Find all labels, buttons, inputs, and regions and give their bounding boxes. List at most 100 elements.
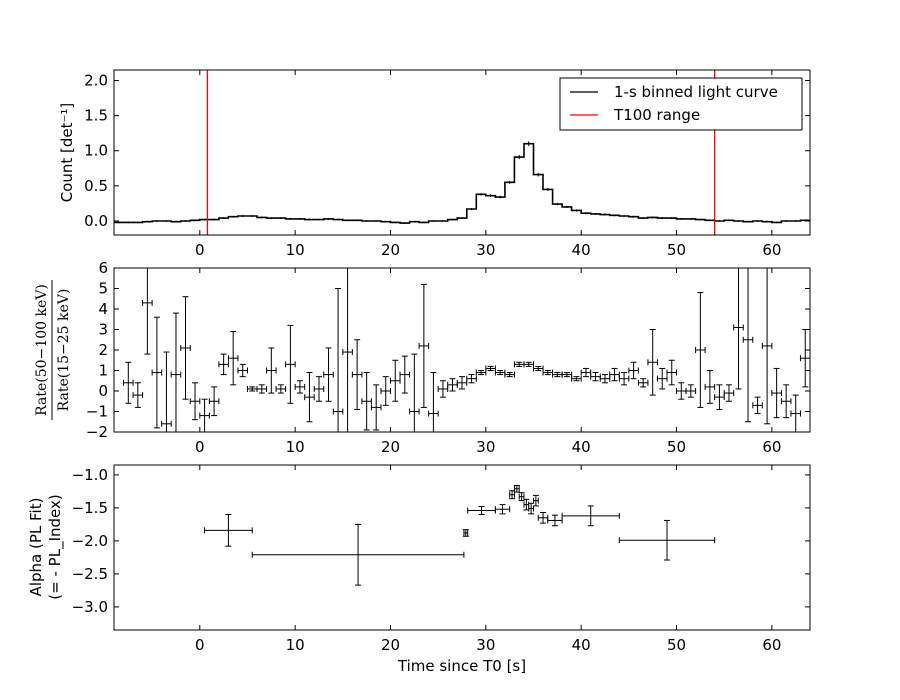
hardness-point xyxy=(189,382,201,421)
y-tick-label: 0.0 xyxy=(84,212,108,230)
hardness-point xyxy=(609,367,620,382)
hardness-point xyxy=(752,396,763,415)
hardness-point xyxy=(409,353,420,432)
hardness-ratio-ylabel-numerator: Rate(50−100 keV) xyxy=(34,284,50,416)
hardness-point xyxy=(237,363,248,378)
y-tick-label: 5 xyxy=(98,280,108,298)
hardness-point xyxy=(475,369,487,376)
y-tick-label: 1.5 xyxy=(84,107,108,125)
alpha-point xyxy=(462,529,469,537)
hardness-point xyxy=(780,384,792,419)
x-tick-label: 60 xyxy=(762,636,781,654)
x-tick-label: 50 xyxy=(667,241,686,259)
x-tick-label: 30 xyxy=(476,438,495,456)
hardness-ratio-ylabel-denominator: Rate(15−25 keV) xyxy=(56,289,72,412)
x-tick-label: 20 xyxy=(381,438,400,456)
hardness-point xyxy=(294,380,306,394)
y-tick-label: 2 xyxy=(98,341,108,359)
y-tick-label: −1 xyxy=(86,403,108,421)
x-tick-label: 10 xyxy=(286,636,305,654)
hardness-point xyxy=(542,369,554,376)
alpha-point xyxy=(518,492,525,502)
hardness-point xyxy=(170,312,182,432)
light-curve-panel: 0 10 20 30 40 50 60 0.0 0.5 1.0 1.5 2.0 Count [det⁻… xyxy=(58,69,811,259)
hardness-point xyxy=(533,365,544,372)
hardness-point xyxy=(761,268,773,425)
alpha-point xyxy=(509,490,516,500)
hardness-point xyxy=(227,331,239,386)
x-tick-label: 50 xyxy=(667,636,686,654)
hardness-point xyxy=(637,378,649,388)
hardness-point xyxy=(561,371,573,378)
y-tick-label: 3 xyxy=(98,321,108,339)
hardness-point xyxy=(342,268,353,432)
hardness-point xyxy=(571,375,582,382)
hardness-point xyxy=(485,365,496,372)
hardness-point xyxy=(590,372,601,382)
hardness-point xyxy=(628,361,639,380)
hardness-point xyxy=(285,324,296,404)
hardness-point xyxy=(552,371,563,378)
hardness-point xyxy=(142,268,153,355)
hardness-point xyxy=(389,359,401,402)
hardness-point xyxy=(447,378,458,392)
hardness-point xyxy=(304,372,315,423)
hardness-point xyxy=(256,384,268,394)
x-tick-label: 10 xyxy=(286,241,305,259)
x-tick-label: 40 xyxy=(572,636,591,654)
hardness-ratio-axes-frame xyxy=(113,267,811,433)
hardness-point xyxy=(428,372,439,432)
legend-label-light-curve: 1-s binned light curve xyxy=(614,83,778,101)
x-tick-label: 0 xyxy=(195,241,205,259)
hardness-point xyxy=(676,382,687,400)
alpha-point xyxy=(513,484,520,493)
hardness-point xyxy=(494,369,506,376)
hardness-point xyxy=(370,384,382,431)
x-tick-label: 40 xyxy=(572,241,591,259)
hardness-point xyxy=(666,359,678,386)
hardness-point xyxy=(618,372,630,386)
hardness-point xyxy=(504,371,515,378)
alpha-ylabel-line1: Alpha (PL Fit) xyxy=(27,498,45,597)
x-tick-label: 60 xyxy=(762,241,781,259)
x-tick-label: 60 xyxy=(762,438,781,456)
hardness-point xyxy=(704,370,716,404)
hardness-point xyxy=(151,316,163,429)
light-curve-ylabel: Count [det⁻¹] xyxy=(58,103,76,203)
y-tick-label: −1.0 xyxy=(72,466,108,484)
y-tick-label: −2 xyxy=(86,423,108,441)
alpha-point xyxy=(251,523,465,586)
alpha-point xyxy=(494,504,511,515)
y-tick-label: 0 xyxy=(98,382,108,400)
hardness-point xyxy=(799,329,810,388)
x-tick-label: 0 xyxy=(195,438,205,456)
x-axis-label: Time since T0 [s] xyxy=(397,657,526,675)
hardness-point xyxy=(466,374,477,384)
y-tick-label: −2.0 xyxy=(72,532,108,550)
hardness-point xyxy=(523,361,535,368)
y-tick-label: 4 xyxy=(98,300,108,318)
hardness-point xyxy=(580,367,592,378)
x-tick-label: 30 xyxy=(476,241,495,259)
hardness-point xyxy=(723,384,735,402)
hardness-point xyxy=(132,382,144,408)
hardness-ratio-panel: 0 10 20 30 40 50 60 −2 −1 0 1 2 3 4 5 6 Rate(50−100 keV… xyxy=(34,259,811,456)
y-tick-label: 0.5 xyxy=(84,177,108,195)
y-tick-label: −2.5 xyxy=(72,565,108,583)
hardness-point xyxy=(685,384,697,398)
alpha-point xyxy=(537,512,549,524)
hardness-point xyxy=(332,288,344,432)
hardness-ratio-ylabel: Rate(50−100 keV) Rate(15−25 keV) xyxy=(34,280,72,420)
y-tick-label: 6 xyxy=(98,259,108,277)
hardness-point xyxy=(323,347,334,402)
hardness-point xyxy=(647,329,658,396)
hardness-point xyxy=(246,385,258,392)
light-curve-axes-frame xyxy=(113,69,811,236)
hardness-point xyxy=(218,353,229,376)
hardness-point xyxy=(199,398,210,432)
alpha-point xyxy=(618,519,716,561)
alpha-point xyxy=(561,505,620,527)
x-tick-label: 20 xyxy=(381,241,400,259)
y-tick-label: −3.0 xyxy=(72,598,108,616)
hardness-point xyxy=(208,386,220,417)
